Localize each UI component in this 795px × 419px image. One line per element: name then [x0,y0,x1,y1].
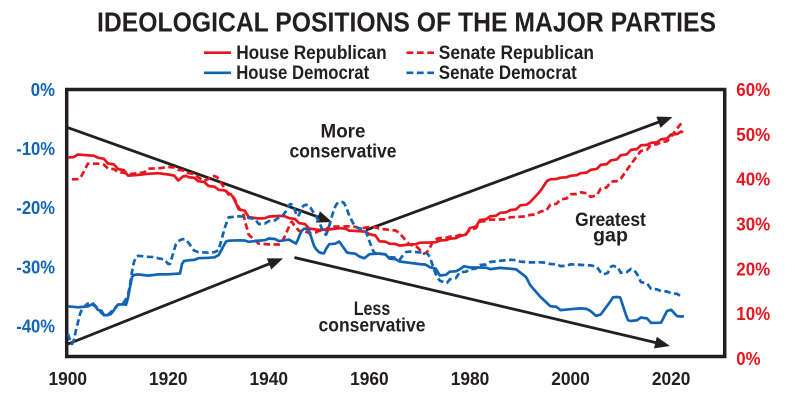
svg-text:gap: gap [593,226,628,247]
svg-text:House Democrat: House Democrat [236,62,369,84]
svg-text:-40%: -40% [16,316,55,336]
svg-text:-20%: -20% [16,198,55,218]
svg-text:conservative: conservative [319,315,426,336]
svg-text:1900: 1900 [48,368,87,389]
svg-text:IDEOLOGICAL POSITIONS OF THE M: IDEOLOGICAL POSITIONS OF THE MAJOR PARTI… [97,6,716,37]
svg-text:0%: 0% [31,80,55,100]
svg-text:1960: 1960 [350,368,389,389]
svg-text:Greatest: Greatest [575,210,646,231]
svg-text:More: More [321,122,366,143]
svg-text:20%: 20% [736,259,770,279]
svg-text:40%: 40% [736,170,770,190]
svg-text:Less: Less [354,299,391,320]
svg-text:Senate Republican: Senate Republican [439,42,594,64]
svg-text:1920: 1920 [149,368,188,389]
svg-text:Senate Democrat: Senate Democrat [439,62,577,84]
svg-text:10%: 10% [736,304,770,324]
svg-text:60%: 60% [736,80,770,100]
svg-text:conservative: conservative [290,141,397,162]
svg-text:1940: 1940 [250,368,289,389]
svg-text:-30%: -30% [16,257,55,277]
svg-text:30%: 30% [736,215,770,235]
svg-text:2020: 2020 [652,368,691,389]
svg-text:50%: 50% [736,125,770,145]
svg-text:-10%: -10% [16,139,55,159]
svg-text:2000: 2000 [551,368,590,389]
svg-text:House Republican: House Republican [236,42,387,64]
svg-text:1980: 1980 [451,368,490,389]
svg-text:0%: 0% [736,349,760,369]
